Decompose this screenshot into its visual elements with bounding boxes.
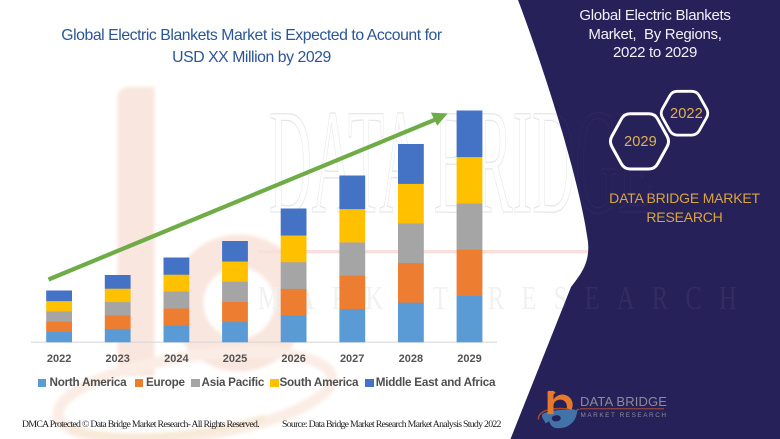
- svg-text:MARKET RESEARCH: MARKET RESEARCH: [581, 412, 668, 419]
- svg-text:DATA BRIDGE: DATA BRIDGE: [580, 394, 667, 409]
- svg-text:MARKET RESEARCH: MARKET RESEARCH: [258, 280, 754, 317]
